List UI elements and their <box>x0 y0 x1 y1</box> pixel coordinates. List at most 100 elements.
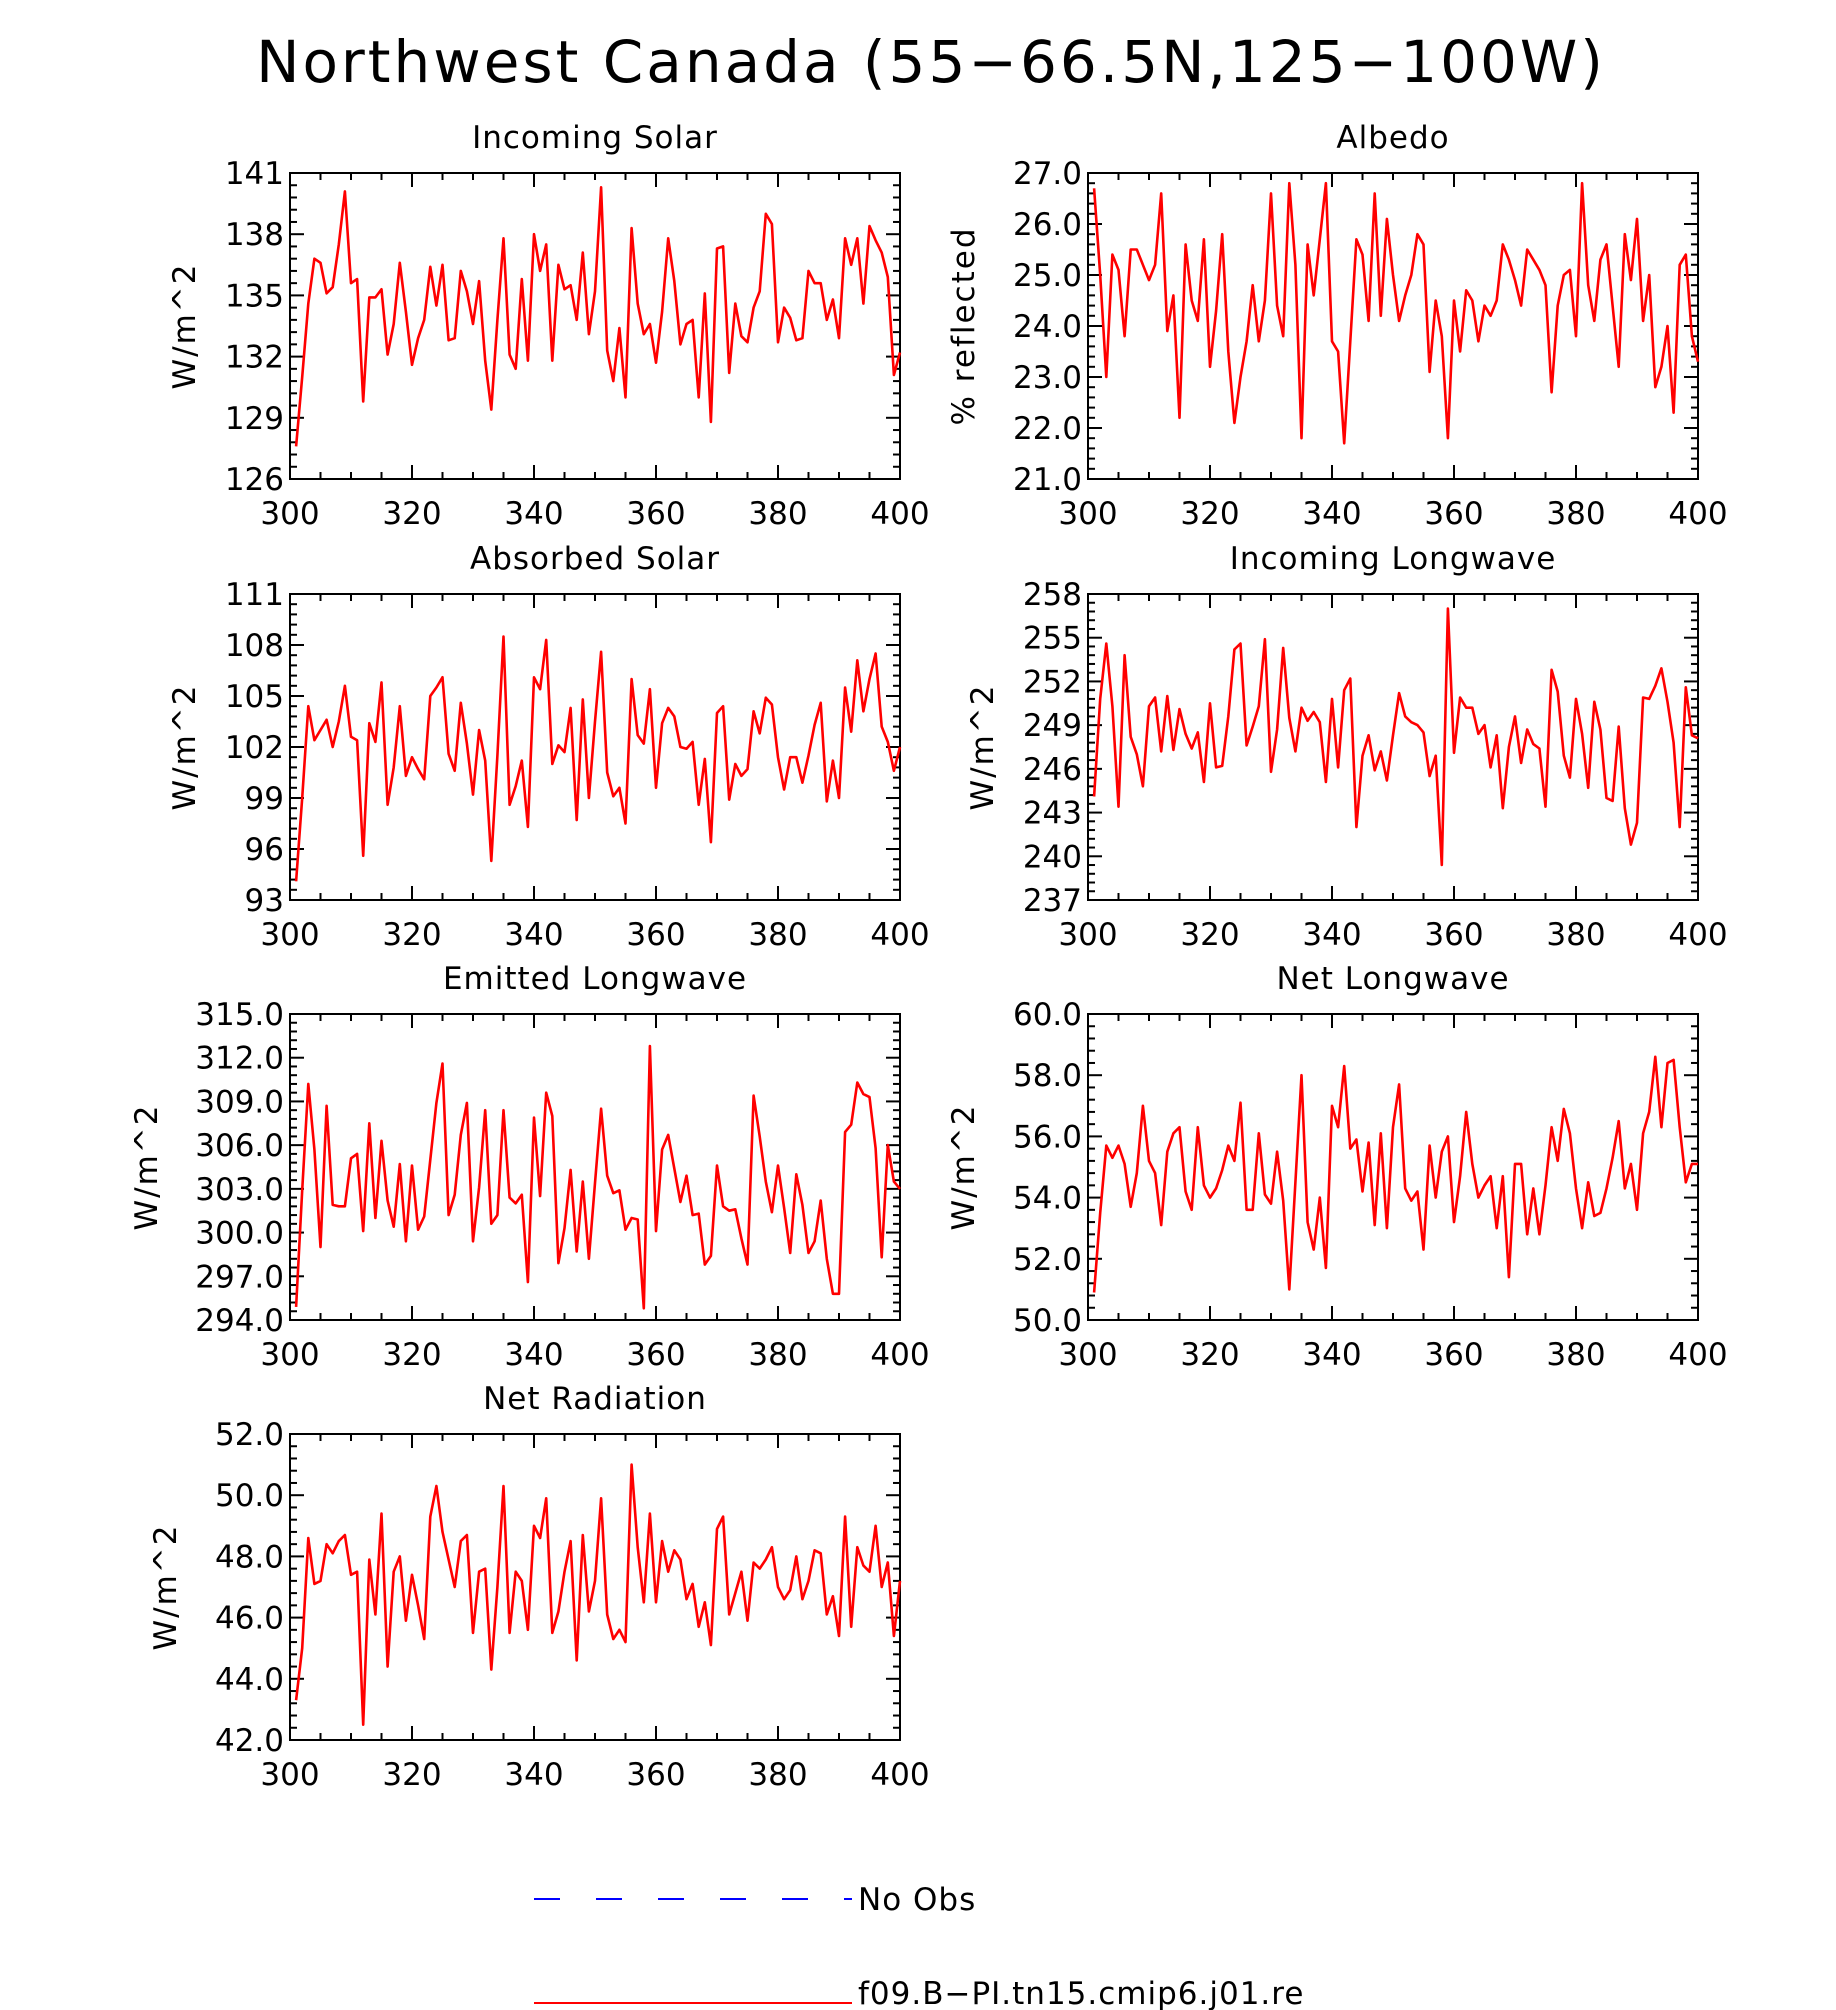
x-tick-label: 300 <box>260 1757 319 1793</box>
y-tick-label: 96 <box>245 832 284 868</box>
panel-emitted-longwave: 300 320 340 360 380 400 294.0 297.0 300.0 303.0 30… <box>129 961 930 1373</box>
y-tick-label: 135 <box>225 278 284 314</box>
y-tick-label: 21.0 <box>1013 462 1082 498</box>
panel-incoming-longwave: 300 320 340 360 380 400 237 240 243 246 249 252 255 2… <box>965 541 1728 953</box>
y-tick-label: 249 <box>1023 708 1082 744</box>
y-tick-label: 111 <box>225 577 284 613</box>
x-tick-label: 360 <box>626 917 685 953</box>
x-tick-label: 360 <box>1424 1337 1483 1373</box>
y-tick-label: 24.0 <box>1013 309 1082 345</box>
y-tick-label: 58.0 <box>1013 1058 1082 1094</box>
x-tick-label: 300 <box>260 496 319 532</box>
x-tick-label: 360 <box>1424 917 1483 953</box>
series-line-albedo <box>1092 181 1700 445</box>
x-tick-label: 340 <box>504 496 563 532</box>
x-tick-label: 400 <box>1668 917 1727 953</box>
x-tick-label: 340 <box>504 1337 563 1373</box>
y-tick-label: 246 <box>1023 752 1082 788</box>
y-tick-label: 48.0 <box>215 1539 284 1575</box>
x-tick-label: 360 <box>626 1337 685 1373</box>
y-tick-label: 315.0 <box>195 997 284 1033</box>
legend-label-model: f09.B−PI.tn15.cmip6.j01.re <box>858 1976 1304 2010</box>
y-tick-label: 258 <box>1023 577 1082 613</box>
y-tick-label: 303.0 <box>195 1172 284 1208</box>
y-tick-label: 255 <box>1023 621 1082 657</box>
panel-net-radiation: 300 320 340 360 380 400 42.0 44.0 46.0 48.0 50.0 52… <box>148 1381 930 1793</box>
panel-title-emitted-longwave: Emitted Longwave <box>443 961 747 997</box>
y-axis-label-albedo: % reflected <box>946 227 982 426</box>
series-line-incoming-solar <box>294 186 902 447</box>
x-tick-label: 360 <box>1424 496 1483 532</box>
panel-net-longwave: 300 320 340 360 380 400 50.0 52.0 54.0 56.0 58.0 60… <box>946 961 1728 1373</box>
x-tick-label: 400 <box>870 1337 929 1373</box>
y-tick-label: 297.0 <box>195 1259 284 1295</box>
y-tick-label: 108 <box>225 628 284 664</box>
y-tick-label: 25.0 <box>1013 258 1082 294</box>
y-axis-label-net-longwave: W/m^2 <box>946 1104 982 1231</box>
y-tick-label: 252 <box>1023 664 1082 700</box>
y-tick-label: 243 <box>1023 796 1082 832</box>
x-tick-label: 340 <box>1302 496 1361 532</box>
y-tick-label: 93 <box>245 883 284 919</box>
y-tick-label: 54.0 <box>1013 1181 1082 1217</box>
y-tick-label: 56.0 <box>1013 1119 1082 1155</box>
series-line-absorbed-solar <box>294 635 902 882</box>
y-tick-label: 294.0 <box>195 1303 284 1339</box>
panel-title-net-longwave: Net Longwave <box>1276 961 1509 997</box>
y-tick-label: 138 <box>225 217 284 253</box>
y-axis-label-absorbed-solar: W/m^2 <box>167 684 203 811</box>
y-tick-label: 46.0 <box>215 1601 284 1637</box>
x-tick-label: 320 <box>1180 917 1239 953</box>
x-tick-label: 340 <box>1302 917 1361 953</box>
y-tick-label: 129 <box>225 401 284 437</box>
y-tick-label: 237 <box>1023 883 1082 919</box>
y-tick-label: 141 <box>225 156 284 192</box>
x-tick-label: 380 <box>748 496 807 532</box>
y-tick-label: 52.0 <box>215 1417 284 1453</box>
y-axis-label-incoming-longwave: W/m^2 <box>965 684 1001 811</box>
y-axis-label-emitted-longwave: W/m^2 <box>129 1104 165 1231</box>
x-tick-label: 380 <box>748 1757 807 1793</box>
y-tick-label: 26.0 <box>1013 207 1082 243</box>
y-tick-label: 309.0 <box>195 1084 284 1120</box>
y-tick-label: 102 <box>225 730 284 766</box>
figure-title: Northwest Canada (55−66.5N,125−100W) <box>256 28 1606 96</box>
x-tick-label: 380 <box>1546 1337 1605 1373</box>
panel-title-incoming-longwave: Incoming Longwave <box>1230 541 1557 577</box>
panel-title-incoming-solar: Incoming Solar <box>472 120 718 156</box>
y-tick-label: 22.0 <box>1013 411 1082 447</box>
y-tick-label: 306.0 <box>195 1128 284 1164</box>
x-tick-label: 300 <box>1058 1337 1117 1373</box>
y-axis-label-net-radiation: W/m^2 <box>148 1524 184 1651</box>
x-tick-label: 380 <box>748 1337 807 1373</box>
y-tick-label: 52.0 <box>1013 1242 1082 1278</box>
panel-albedo: 300 320 340 360 380 400 21.0 22.0 23.0 24.0 25.0 26… <box>946 120 1728 532</box>
x-tick-label: 400 <box>870 1757 929 1793</box>
panels: 300 320 340 360 380 400 126 129 132 135 138 141 Inco… <box>129 120 1728 1793</box>
series-line-incoming-longwave <box>1092 607 1699 867</box>
y-tick-label: 105 <box>225 679 284 715</box>
panel-title-net-radiation: Net Radiation <box>483 1381 707 1417</box>
y-tick-label: 240 <box>1023 839 1082 875</box>
y-tick-label: 60.0 <box>1013 997 1082 1033</box>
x-tick-label: 400 <box>870 917 929 953</box>
y-tick-label: 126 <box>225 462 284 498</box>
series-line-net-longwave <box>1092 1055 1698 1293</box>
x-tick-label: 360 <box>626 1757 685 1793</box>
x-tick-label: 300 <box>1058 496 1117 532</box>
x-tick-label: 320 <box>1180 496 1239 532</box>
x-tick-label: 400 <box>1668 496 1727 532</box>
y-tick-label: 42.0 <box>215 1723 284 1759</box>
panel-incoming-solar: 300 320 340 360 380 400 126 129 132 135 138 141 Inco… <box>167 120 930 532</box>
x-tick-label: 320 <box>382 1757 441 1793</box>
x-tick-label: 360 <box>626 496 685 532</box>
x-tick-label: 340 <box>1302 1337 1361 1373</box>
y-tick-label: 50.0 <box>215 1478 284 1514</box>
y-tick-label: 132 <box>225 340 284 376</box>
y-tick-label: 27.0 <box>1013 156 1082 192</box>
legend-label-no-obs: No Obs <box>858 1882 976 1918</box>
series-line-net-radiation <box>294 1463 902 1726</box>
y-tick-label: 300.0 <box>195 1216 284 1252</box>
legend: No Obs f09.B−PI.tn15.cmip6.j01.re <box>534 1882 1304 2010</box>
